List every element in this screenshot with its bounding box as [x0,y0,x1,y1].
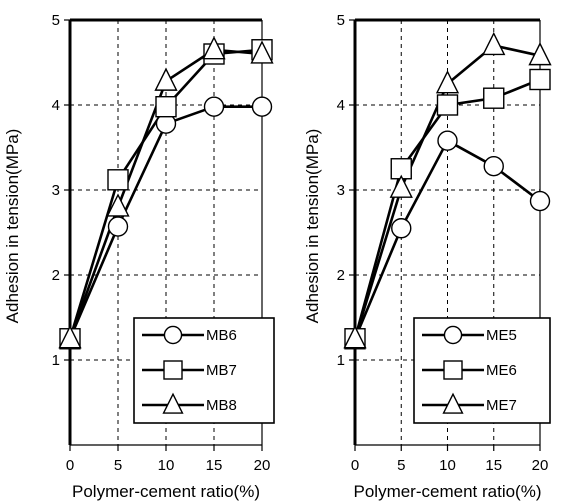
y-tick-label: 4 [52,97,60,114]
data-point-me7-triangle-marker [343,325,367,349]
legend-label-mb7: MB7 [206,362,237,379]
data-point-mb8-triangle-marker [202,36,226,60]
data-point-me7-triangle-marker [482,31,506,56]
y-tick-label: 2 [52,267,60,284]
legend-label-mb8: MB8 [206,397,237,414]
chart-left: 0 5 10 15 20 1 2 3 4 5 Polymer-cement ratio(%) Adhe… [3,12,275,501]
data-point-mb6-circle-marker [251,96,273,117]
y-tick-label: 5 [337,12,345,29]
data-point-mb8-triangle-marker [58,325,82,349]
data-point-me5-circle-marker [437,130,458,151]
data-point-mb6-circle-marker [203,96,225,117]
data-point-mb8-triangle-marker [154,67,178,91]
legend-me7-triangle-marker [442,392,464,414]
data-point-me5-circle-marker [483,155,504,177]
x-axis-title: Polymer-cement ratio(%) [354,482,542,501]
data-point-me6-square-marker [436,94,459,116]
data-point-me7-triangle-marker [435,70,460,94]
y-axis-title: Adhesion in tension(MPa) [3,129,22,324]
chart-right: 0 5 10 15 20 1 2 3 4 5 Polymer-cement ratio(%) Adhe… [303,12,552,501]
x-tick-label: 15 [206,457,223,474]
x-tick-label: 10 [158,457,175,474]
legend-label-me7: ME7 [486,397,517,414]
legend: MB6 MB7 MB8 [133,317,275,424]
legend-mb7-square-marker [163,360,183,380]
y-tick-label: 1 [337,352,345,369]
data-point-me5-circle-marker [391,218,412,239]
data-point-me7-triangle-marker [389,174,413,198]
y-tick-label: 3 [337,182,345,199]
x-tick-label: 0 [66,457,74,474]
y-tick-label: 1 [52,352,60,369]
legend-label-me5: ME5 [486,327,517,344]
legend-me5-circle-marker [443,325,463,345]
x-tick-label: 15 [485,457,502,474]
data-point-mb7-square-marker [107,169,129,191]
legend-label-me6: ME6 [486,362,517,379]
data-point-mb8-triangle-marker [106,193,130,217]
legend-label-mb6: MB6 [206,327,237,344]
data-point-me6-square-marker [483,87,505,109]
y-tick-label: 5 [52,12,60,29]
x-tick-label: 0 [351,457,359,474]
y-axis-title: Adhesion in tension(MPa) [303,129,322,324]
legend-mb8-triangle-marker [162,392,184,414]
legend-me6-square-marker [443,360,463,380]
x-tick-label: 5 [114,457,122,474]
x-tick-label: 20 [532,457,549,474]
y-tick-label: 3 [52,182,60,199]
data-point-me6-square-marker [529,68,551,91]
data-point-mb6-circle-marker [107,216,129,237]
data-point-me5-circle-marker [529,190,551,212]
data-point-mb8-triangle-marker [250,40,274,64]
legend: ME5 ME6 ME7 [413,317,551,424]
x-tick-label: 10 [439,457,456,474]
data-point-mb7-square-marker [155,95,177,118]
x-tick-label: 5 [397,457,405,474]
x-tick-label: 20 [254,457,271,474]
data-point-me7-triangle-marker [528,42,552,66]
x-axis-title: Polymer-cement ratio(%) [72,482,260,501]
y-tick-label: 2 [337,267,345,284]
y-tick-label: 4 [337,97,345,114]
legend-mb6-circle-marker [163,325,183,345]
